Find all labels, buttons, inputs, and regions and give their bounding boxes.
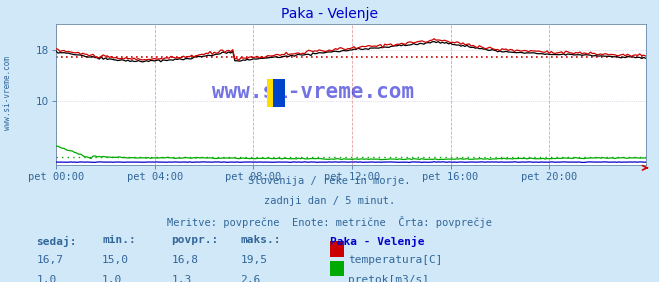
Text: 16,7: 16,7 bbox=[36, 255, 63, 265]
Text: www.si-vreme.com: www.si-vreme.com bbox=[212, 82, 414, 102]
Text: 19,5: 19,5 bbox=[241, 255, 268, 265]
Text: temperatura[C]: temperatura[C] bbox=[348, 255, 442, 265]
Text: 15,0: 15,0 bbox=[102, 255, 129, 265]
Text: Slovenija / reke in morje.: Slovenija / reke in morje. bbox=[248, 176, 411, 186]
Text: www.si-vreme.com: www.si-vreme.com bbox=[3, 56, 13, 130]
Text: Paka - Velenje: Paka - Velenje bbox=[281, 7, 378, 21]
Text: 1,3: 1,3 bbox=[171, 275, 192, 282]
Text: 1,0: 1,0 bbox=[36, 275, 57, 282]
Text: povpr.:: povpr.: bbox=[171, 235, 219, 245]
Text: 1,0: 1,0 bbox=[102, 275, 123, 282]
Text: 16,8: 16,8 bbox=[171, 255, 198, 265]
Text: min.:: min.: bbox=[102, 235, 136, 245]
Text: maks.:: maks.: bbox=[241, 235, 281, 245]
Text: pretok[m3/s]: pretok[m3/s] bbox=[348, 275, 429, 282]
Text: sedaj:: sedaj: bbox=[36, 235, 76, 246]
Text: 2,6: 2,6 bbox=[241, 275, 261, 282]
Text: zadnji dan / 5 minut.: zadnji dan / 5 minut. bbox=[264, 196, 395, 206]
Text: Meritve: povprečne  Enote: metrične  Črta: povprečje: Meritve: povprečne Enote: metrične Črta:… bbox=[167, 216, 492, 228]
Text: Paka - Velenje: Paka - Velenje bbox=[330, 235, 424, 246]
